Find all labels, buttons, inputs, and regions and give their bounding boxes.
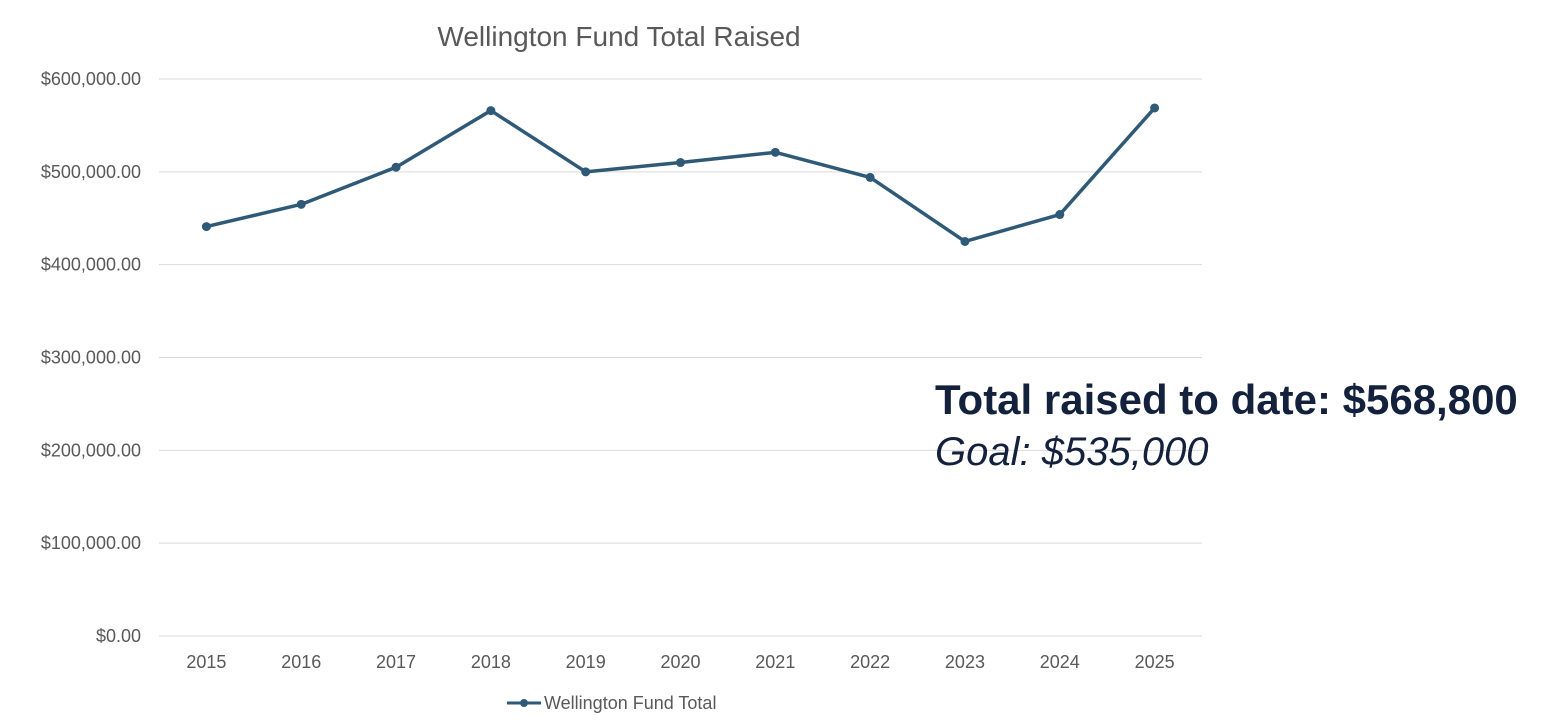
- y-tick-label: $200,000.00: [41, 440, 141, 460]
- data-point: [391, 162, 401, 172]
- x-tick-label: 2018: [471, 652, 511, 672]
- y-tick-label: $500,000.00: [41, 162, 141, 182]
- summary-annotation: Total raised to date: $568,800 Goal: $53…: [935, 372, 1518, 476]
- chart-title: Wellington Fund Total Raised: [437, 21, 800, 52]
- y-tick-label: $300,000.00: [41, 348, 141, 368]
- y-tick-label: $400,000.00: [41, 255, 141, 275]
- legend-dot-marker: [520, 699, 528, 707]
- data-point: [486, 106, 496, 116]
- y-tick-label: $0.00: [96, 626, 141, 646]
- data-point: [581, 167, 591, 177]
- data-point: [201, 222, 211, 232]
- total-raised-text: Total raised to date: $568,800: [935, 376, 1518, 423]
- x-tick-label: 2016: [281, 652, 321, 672]
- series-layer: [201, 103, 1160, 246]
- x-tick-label: 2020: [660, 652, 700, 672]
- data-point: [770, 147, 780, 157]
- gridlines: [159, 78, 1202, 637]
- x-tick-label: 2021: [755, 652, 795, 672]
- data-point: [676, 158, 685, 168]
- x-axis-tick-labels: 2015 2016 2017 2018 2019 2020 2021 2022 2023 2024…: [186, 652, 1174, 672]
- x-tick-label: 2015: [186, 652, 226, 672]
- data-point: [296, 199, 306, 209]
- data-point: [1150, 103, 1160, 113]
- y-tick-label: $600,000.00: [41, 69, 141, 89]
- legend: Wellington Fund Total: [507, 693, 716, 713]
- x-tick-label: 2019: [566, 652, 606, 672]
- data-point: [865, 172, 875, 182]
- x-tick-label: 2024: [1040, 652, 1080, 672]
- series-line: [206, 106, 1156, 244]
- y-tick-label: $100,000.00: [41, 533, 141, 553]
- x-tick-label: 2025: [1135, 652, 1175, 672]
- data-point: [960, 236, 970, 246]
- legend-label: Wellington Fund Total: [544, 693, 716, 713]
- y-axis-tick-labels: $0.00 $100,000.00 $200,000.00 $300,000.00 $4…: [41, 69, 141, 646]
- x-tick-label: 2022: [850, 652, 890, 672]
- data-point: [1055, 210, 1065, 220]
- x-tick-label: 2017: [376, 652, 416, 672]
- x-tick-label: 2023: [945, 652, 985, 672]
- goal-text: Goal: $535,000: [935, 430, 1209, 474]
